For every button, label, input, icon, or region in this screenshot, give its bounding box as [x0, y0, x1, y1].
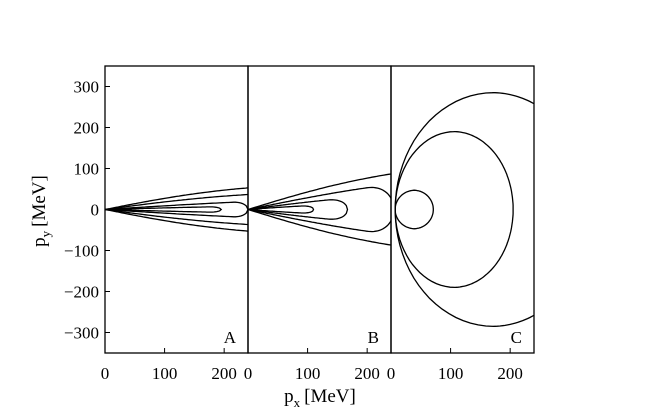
x-tick-label: 100 [152, 364, 178, 383]
contour-line [394, 189, 434, 230]
panel-frame [390, 65, 535, 354]
contour-line [105, 208, 248, 232]
contour-line [105, 201, 248, 218]
contour-line [105, 208, 248, 226]
y-tick-label: 100 [74, 160, 100, 179]
contour-line [248, 173, 391, 211]
x-axis-label-sub: x [294, 395, 301, 409]
y-axis: 300 200 100 0 −100 −200 −300 [64, 78, 110, 343]
x-tick-label: 200 [211, 364, 237, 383]
panel-c: 0 100 200 C [387, 65, 535, 383]
y-tick-label: −200 [64, 283, 99, 302]
x-tick-label: 0 [101, 364, 110, 383]
contour-line [105, 193, 248, 211]
contour-line [248, 199, 349, 220]
contour-line [248, 205, 315, 214]
y-tick-label: 300 [74, 78, 100, 97]
contour-line [105, 187, 248, 211]
panel-a: 0 100 200 A [101, 65, 249, 383]
x-tick-label: 200 [354, 364, 380, 383]
y-axis-label-sub: y [38, 230, 53, 237]
x-axis-label-unit: [MeV] [304, 386, 356, 407]
y-tick-label: 200 [74, 119, 100, 138]
y-tick-label: −100 [64, 242, 99, 261]
y-tick-label: 0 [91, 201, 100, 220]
contour-line [248, 186, 391, 233]
x-tick-label: 200 [497, 364, 523, 383]
x-tick-label: 0 [244, 364, 253, 383]
panel-b: 0 100 200 B [244, 65, 392, 383]
panel-label: B [368, 328, 379, 347]
contour-line [394, 92, 534, 328]
x-tick-label: 100 [438, 364, 464, 383]
contour-line [105, 206, 223, 213]
x-axis-label: px [MeV] [284, 386, 356, 409]
x-tick-label: 100 [295, 364, 321, 383]
x-tick-label: 0 [387, 364, 396, 383]
x-axis-label-main: p [284, 386, 294, 407]
contour-line [248, 208, 391, 246]
y-axis-label-main: p [29, 237, 50, 247]
panel-label: C [511, 328, 522, 347]
panel-label: A [224, 328, 237, 347]
contour-line [394, 130, 514, 289]
y-axis-label-unit: [MeV] [29, 175, 50, 227]
y-tick-label: −300 [64, 324, 99, 343]
panel-frame [247, 65, 392, 354]
y-axis-label: py [MeV] [29, 175, 53, 247]
